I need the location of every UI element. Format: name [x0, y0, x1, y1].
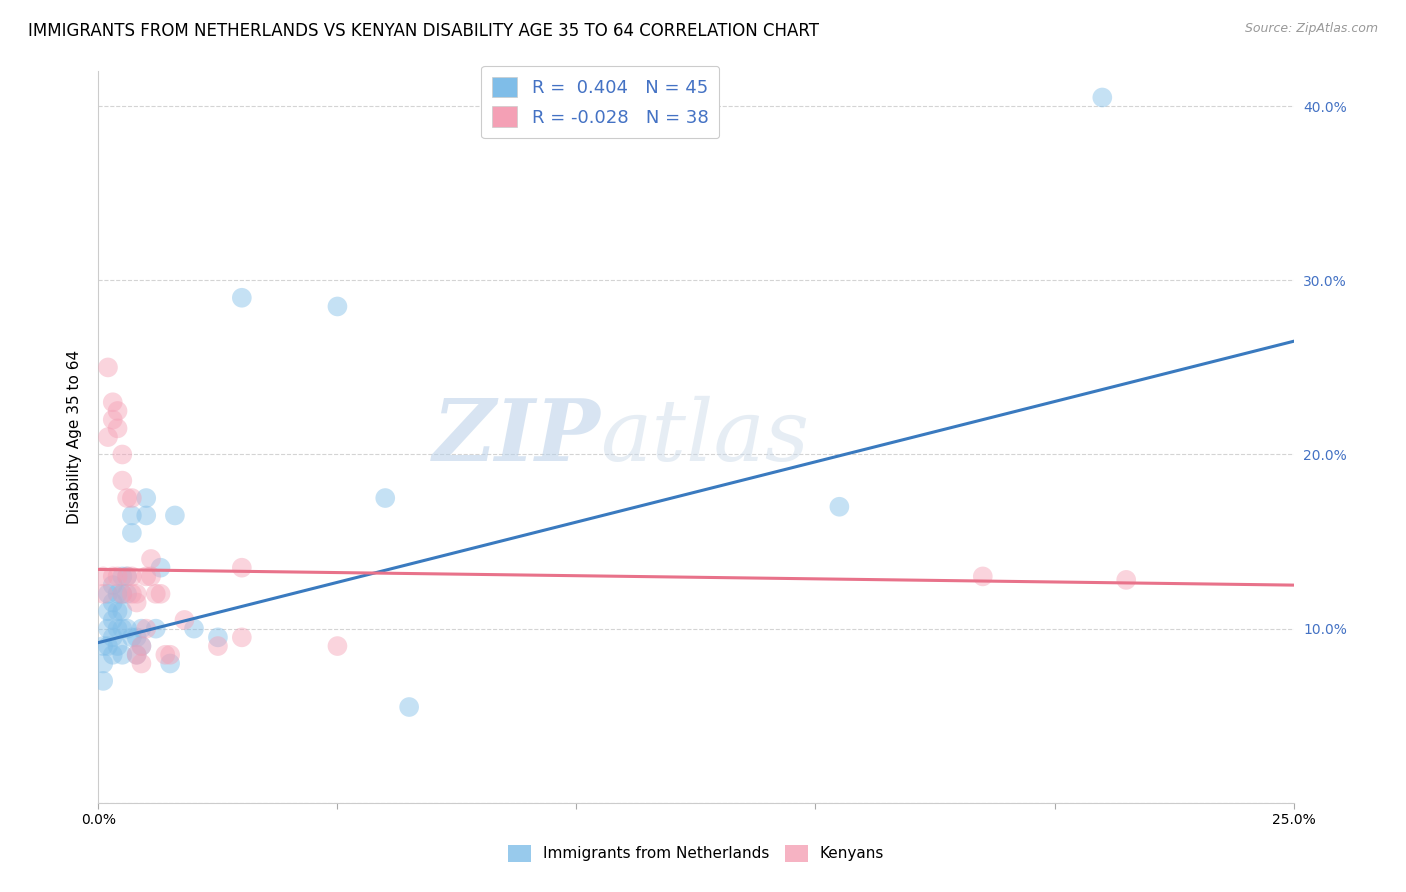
Point: [183, 622, 205, 636]
Point: [111, 622, 134, 636]
Point: [121, 508, 143, 523]
Point: [121, 525, 143, 540]
Point: [97, 604, 120, 618]
Point: [115, 491, 138, 505]
Point: [101, 613, 124, 627]
Legend: Immigrants from Netherlands, Kenyans: Immigrants from Netherlands, Kenyans: [502, 838, 890, 868]
Text: atlas: atlas: [600, 396, 810, 478]
Point: [374, 491, 396, 505]
Point: [111, 448, 134, 462]
Point: [101, 631, 124, 645]
Point: [107, 404, 129, 418]
Point: [101, 648, 124, 662]
Point: [149, 587, 172, 601]
Point: [231, 631, 253, 645]
Point: [97, 430, 120, 444]
Point: [149, 560, 172, 574]
Point: [121, 569, 143, 583]
Point: [163, 508, 186, 523]
Point: [91, 673, 114, 688]
Point: [111, 587, 134, 601]
Point: [111, 587, 134, 601]
Point: [97, 360, 120, 375]
Point: [101, 578, 124, 592]
Point: [111, 474, 134, 488]
Point: [97, 587, 120, 601]
Point: [107, 604, 129, 618]
Point: [125, 631, 148, 645]
Point: [131, 639, 153, 653]
Point: [101, 412, 124, 426]
Point: [91, 587, 114, 601]
Point: [159, 657, 181, 671]
Point: [139, 552, 162, 566]
Point: [135, 508, 157, 523]
Point: [135, 491, 157, 505]
Point: [91, 569, 114, 583]
Point: [107, 639, 129, 653]
Point: [115, 569, 138, 583]
Point: [107, 421, 129, 435]
Point: [231, 560, 253, 574]
Point: [101, 595, 124, 609]
Point: [107, 587, 129, 601]
Point: [91, 639, 114, 653]
Point: [131, 639, 153, 653]
Point: [97, 639, 120, 653]
Point: [207, 631, 229, 645]
Point: [121, 631, 143, 645]
Point: [231, 291, 253, 305]
Point: [145, 622, 167, 636]
Point: [101, 569, 124, 583]
Point: [139, 569, 162, 583]
Point: [125, 648, 148, 662]
Point: [111, 648, 134, 662]
Point: [125, 648, 148, 662]
Point: [326, 300, 349, 314]
Point: [97, 622, 120, 636]
Point: [101, 395, 124, 409]
Point: [972, 569, 994, 583]
Point: [398, 700, 420, 714]
Point: [135, 622, 157, 636]
Y-axis label: Disability Age 35 to 64: Disability Age 35 to 64: [67, 350, 83, 524]
Point: [173, 613, 195, 627]
Point: [107, 569, 129, 583]
Point: [125, 595, 148, 609]
Text: IMMIGRANTS FROM NETHERLANDS VS KENYAN DISABILITY AGE 35 TO 64 CORRELATION CHART: IMMIGRANTS FROM NETHERLANDS VS KENYAN DI…: [28, 22, 820, 40]
Point: [155, 648, 177, 662]
Point: [107, 622, 129, 636]
Point: [121, 587, 143, 601]
Point: [121, 491, 143, 505]
Point: [1115, 573, 1137, 587]
Point: [125, 587, 148, 601]
Point: [207, 639, 229, 653]
Point: [131, 622, 153, 636]
Text: Source: ZipAtlas.com: Source: ZipAtlas.com: [1244, 22, 1378, 36]
Point: [115, 622, 138, 636]
Point: [135, 569, 157, 583]
Point: [145, 587, 167, 601]
Point: [159, 648, 181, 662]
Point: [91, 657, 114, 671]
Point: [828, 500, 851, 514]
Point: [1091, 90, 1114, 104]
Text: ZIP: ZIP: [433, 395, 600, 479]
Point: [115, 587, 138, 601]
Point: [326, 639, 349, 653]
Point: [115, 569, 138, 583]
Point: [111, 604, 134, 618]
Point: [111, 569, 134, 583]
Point: [131, 657, 153, 671]
